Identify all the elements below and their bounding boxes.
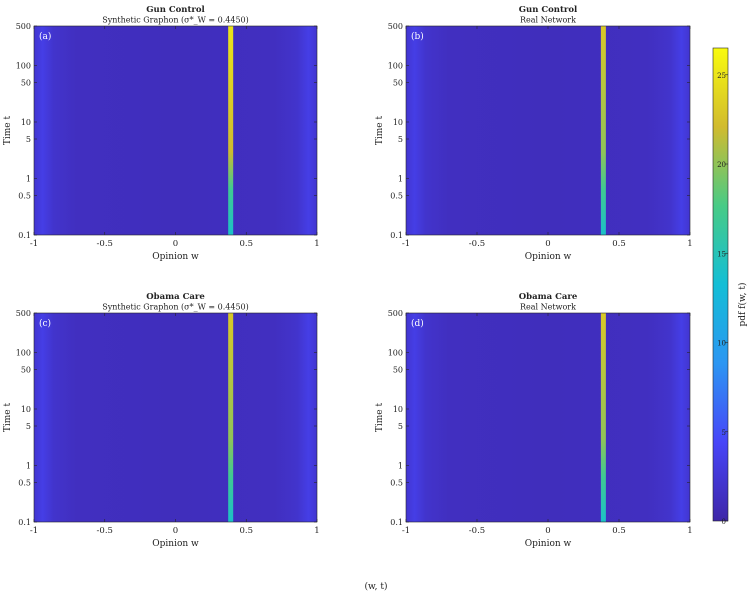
heatmap-panel: -1 -0.5 0 0.5 1 0.1 0.5 1 5 10 50 100 500 Obama CareS… <box>3 292 320 549</box>
colorbar-tick-label: 10 <box>717 340 726 348</box>
y-tick-label: 5 <box>26 422 31 431</box>
y-tick-label: 0.5 <box>390 192 403 201</box>
y-tick-label: 0.1 <box>18 231 31 240</box>
x-axis-label: Opinion w <box>152 539 199 549</box>
x-tick-label: 0 <box>173 239 178 249</box>
x-tick-label: -0.5 <box>469 526 485 536</box>
heatmap-panel: -1 -0.5 0 0.5 1 0.1 0.5 1 5 10 50 100 500 Gun Control… <box>375 5 693 262</box>
peak-line <box>228 26 234 235</box>
y-tick-label: 10 <box>393 118 403 127</box>
panel-label: (c) <box>39 318 51 329</box>
y-tick-label: 100 <box>16 61 31 70</box>
x-tick-label: 0.5 <box>612 526 626 536</box>
x-tick-label: 1 <box>687 239 692 249</box>
x-axis-label: Opinion w <box>525 539 572 549</box>
y-tick-label: 1 <box>26 174 31 183</box>
peak-line <box>600 26 606 235</box>
y-tick-label: 1 <box>398 174 403 183</box>
panel-subtitle: Synthetic Graphon (σ*_W = 0.4450) <box>102 303 249 312</box>
y-tick-label: 1 <box>26 461 31 470</box>
colorbar-tick-label: 20 <box>717 161 726 169</box>
heatmap-panel: -1 -0.5 0 0.5 1 0.1 0.5 1 5 10 50 100 500 Obama CareR… <box>375 292 693 549</box>
y-tick-label: 10 <box>21 405 31 414</box>
x-axis-label: Opinion w <box>525 252 572 262</box>
panel-subtitle: Real Network <box>520 303 576 312</box>
y-tick-label: 50 <box>393 79 403 88</box>
figure-caption: (w, t) <box>365 581 388 592</box>
colorbar-label: pdf f(w, t) <box>737 282 748 326</box>
y-tick-label: 0.5 <box>18 479 31 488</box>
x-tick-label: 0 <box>173 526 178 536</box>
x-tick-label: -0.5 <box>469 239 485 249</box>
x-tick-label: 0 <box>545 239 550 249</box>
y-tick-label: 500 <box>16 22 31 31</box>
x-tick-label: -0.5 <box>97 526 113 536</box>
y-tick-label: 10 <box>393 405 403 414</box>
y-tick-label: 100 <box>16 348 31 357</box>
y-tick-label: 10 <box>21 118 31 127</box>
panel-title: Obama Care <box>519 292 578 302</box>
x-tick-label: -0.5 <box>97 239 113 249</box>
heatmap-background <box>406 313 690 522</box>
y-tick-label: 0.1 <box>390 231 403 240</box>
x-tick-label: 1 <box>687 526 692 536</box>
peak-line <box>228 313 234 522</box>
y-tick-label: 500 <box>388 309 403 318</box>
colorbar-tick-label: 0 <box>722 518 726 526</box>
x-tick-label: 0 <box>545 526 550 536</box>
panel-label: (b) <box>411 31 424 42</box>
y-tick-label: 0.5 <box>390 479 403 488</box>
panel-subtitle: Synthetic Graphon (σ*_W = 0.4450) <box>102 16 249 25</box>
heatmap-panel: -1 -0.5 0 0.5 1 0.1 0.5 1 5 10 50 100 500 Gun Control… <box>3 5 320 262</box>
x-tick-label: -1 <box>30 526 38 536</box>
panel-title: Gun Control <box>519 5 578 15</box>
y-axis-label: Time t <box>3 116 13 146</box>
y-tick-label: 50 <box>21 366 31 375</box>
colorbar-tick-label: 5 <box>722 429 726 437</box>
y-tick-label: 5 <box>398 422 403 431</box>
colorbar-tick-label: 15 <box>717 250 726 258</box>
x-axis-label: Opinion w <box>152 252 199 262</box>
x-tick-label: 0.5 <box>239 526 253 536</box>
y-tick-label: 100 <box>388 348 403 357</box>
y-tick-label: 0.1 <box>18 518 31 527</box>
panel-title: Gun Control <box>146 5 205 15</box>
x-tick-label: 0.5 <box>612 239 626 249</box>
y-tick-label: 100 <box>388 61 403 70</box>
y-tick-label: 500 <box>16 309 31 318</box>
x-tick-label: -1 <box>402 526 410 536</box>
peak-line <box>600 313 606 522</box>
y-tick-label: 1 <box>398 461 403 470</box>
y-tick-label: 0.5 <box>18 192 31 201</box>
x-tick-label: 1 <box>314 239 319 249</box>
panel-label: (a) <box>39 31 51 42</box>
panel-subtitle: Real Network <box>520 16 576 25</box>
y-tick-label: 50 <box>393 366 403 375</box>
x-tick-label: -1 <box>30 239 38 249</box>
heatmap-background <box>34 26 317 235</box>
colorbar: 0 5 10 15 20 25 pdf f(w, t) <box>712 47 748 526</box>
heatmap-background <box>34 313 317 522</box>
y-tick-label: 500 <box>388 22 403 31</box>
colorbar-gradient <box>712 47 729 522</box>
y-tick-label: 5 <box>26 135 31 144</box>
x-tick-label: -1 <box>402 239 410 249</box>
y-axis-label: Time t <box>375 403 385 433</box>
panel-label: (d) <box>411 318 424 329</box>
y-axis-label: Time t <box>3 403 13 433</box>
y-axis-label: Time t <box>375 116 385 146</box>
x-tick-label: 1 <box>314 526 319 536</box>
x-tick-label: 0.5 <box>239 239 253 249</box>
y-tick-label: 50 <box>21 79 31 88</box>
panel-title: Obama Care <box>146 292 205 302</box>
heatmap-background <box>406 26 690 235</box>
colorbar-tick-label: 25 <box>717 72 726 80</box>
y-tick-label: 5 <box>398 135 403 144</box>
y-tick-label: 0.1 <box>390 518 403 527</box>
